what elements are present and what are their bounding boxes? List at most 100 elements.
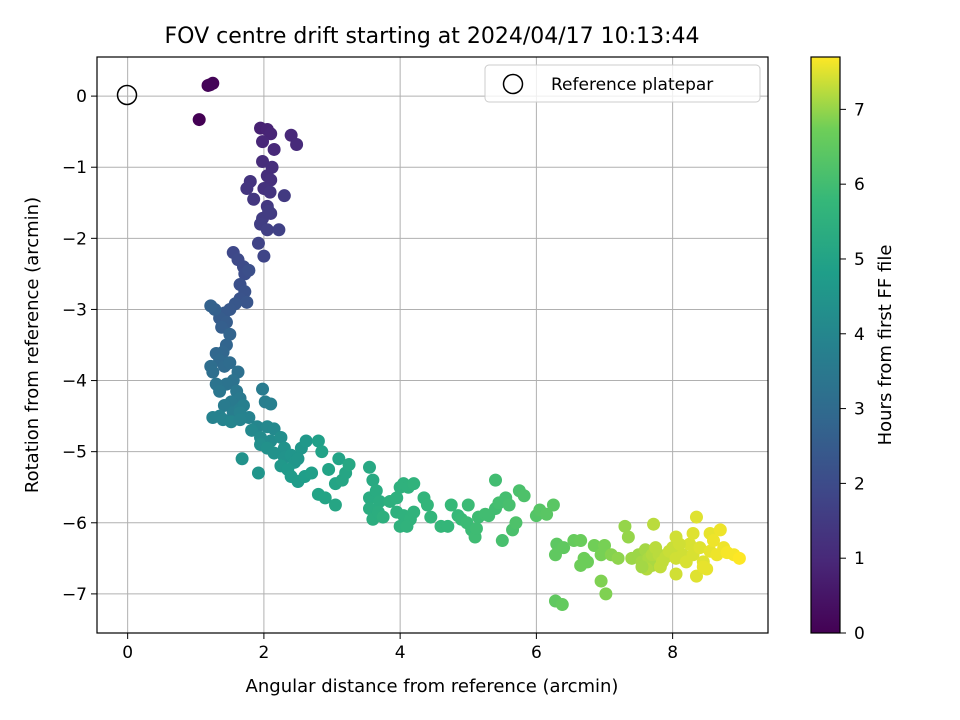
data-point — [598, 539, 612, 553]
reference-marker — [116, 84, 138, 106]
data-point — [366, 473, 380, 487]
data-point — [424, 510, 438, 524]
data-point — [587, 539, 601, 553]
colorbar-gradient — [810, 56, 841, 634]
y-tick-label: 0 — [76, 87, 87, 107]
data-point — [203, 78, 217, 92]
data-point — [223, 356, 237, 370]
data-point — [264, 127, 278, 141]
data-point — [263, 185, 277, 199]
legend-marker — [502, 73, 524, 95]
colorbar-tick-label: 2 — [854, 474, 865, 494]
data-point — [495, 534, 509, 548]
data-point — [509, 516, 523, 530]
data-point — [369, 484, 383, 498]
y-tick-label: −6 — [62, 514, 87, 534]
colorbar-tick-label: 1 — [854, 549, 865, 569]
data-point — [732, 551, 746, 565]
y-tick-label: −4 — [62, 372, 87, 392]
data-point — [647, 517, 661, 531]
x-axis-label: Angular distance from reference (arcmin) — [246, 676, 619, 697]
colorbar-tick-label: 0 — [854, 624, 865, 644]
data-point — [482, 509, 496, 523]
data-point — [318, 491, 332, 505]
data-point — [256, 135, 270, 149]
data-point — [540, 507, 554, 521]
data-point — [672, 537, 686, 551]
y-tick-label: −1 — [62, 158, 87, 178]
data-point — [635, 560, 649, 574]
data-point — [311, 434, 325, 448]
data-point — [517, 489, 531, 503]
data-point — [290, 137, 304, 151]
data-point — [267, 142, 281, 156]
data-point — [291, 452, 305, 466]
data-point — [407, 505, 421, 519]
data-point — [251, 236, 265, 250]
x-tick-label: 8 — [667, 643, 678, 663]
data-point — [390, 491, 404, 505]
data-point — [274, 430, 288, 444]
colorbar: 0 1 2 3 4 5 6 7 Hours from first FF file — [810, 56, 896, 644]
grid-lines — [97, 57, 768, 633]
y-axis-label: Rotation from reference (arcmin) — [22, 197, 43, 493]
data-point — [251, 466, 265, 480]
plot-frame — [96, 56, 769, 634]
data-point — [373, 494, 387, 508]
data-point — [713, 523, 727, 537]
x-axis-ticks: 0 2 4 6 8 — [122, 633, 678, 663]
data-point — [332, 452, 346, 466]
x-tick-label: 2 — [258, 643, 269, 663]
data-point — [257, 249, 271, 263]
colorbar-tick-label: 4 — [854, 325, 865, 345]
data-point — [235, 452, 249, 466]
data-point — [696, 560, 710, 574]
x-tick-label: 6 — [531, 643, 542, 663]
x-tick-label: 0 — [122, 643, 133, 663]
data-point — [574, 534, 588, 548]
data-point — [260, 223, 274, 237]
data-point — [502, 498, 516, 512]
y-tick-label: −3 — [62, 300, 87, 320]
data-point — [217, 398, 231, 412]
colorbar-ticks: 0 1 2 3 4 5 6 7 — [840, 100, 865, 644]
data-point — [242, 263, 256, 277]
data-point — [240, 182, 254, 196]
data-point — [489, 473, 503, 487]
data-point — [469, 521, 483, 535]
data-point — [206, 365, 220, 379]
legend-label: Reference platepar — [551, 75, 713, 95]
data-point — [407, 477, 421, 491]
data-point — [192, 113, 206, 127]
colorbar-tick-label: 5 — [854, 250, 865, 270]
colorbar-tick-label: 7 — [854, 100, 865, 120]
data-point — [444, 498, 458, 512]
data-point — [376, 510, 390, 524]
data-point — [362, 460, 376, 474]
data-point — [693, 541, 707, 555]
data-point — [299, 434, 313, 448]
data-point — [264, 397, 278, 411]
data-point — [574, 558, 588, 572]
data-point — [262, 204, 276, 218]
data-point — [204, 299, 218, 313]
data-point — [686, 526, 700, 540]
data-point — [256, 155, 270, 169]
colorbar-tick-label: 6 — [854, 175, 865, 195]
y-tick-label: −7 — [62, 585, 87, 605]
data-point — [548, 548, 562, 562]
data-point — [267, 446, 281, 460]
x-tick-label: 4 — [395, 643, 406, 663]
data-point — [400, 519, 414, 533]
data-point — [441, 519, 455, 533]
data-point — [618, 519, 632, 533]
data-point — [223, 327, 237, 341]
data-point — [689, 569, 703, 583]
data-point — [555, 598, 569, 612]
data-point — [460, 516, 474, 530]
data-point — [247, 192, 261, 206]
data-point — [322, 462, 336, 476]
data-point — [420, 498, 434, 512]
data-point — [213, 384, 227, 398]
